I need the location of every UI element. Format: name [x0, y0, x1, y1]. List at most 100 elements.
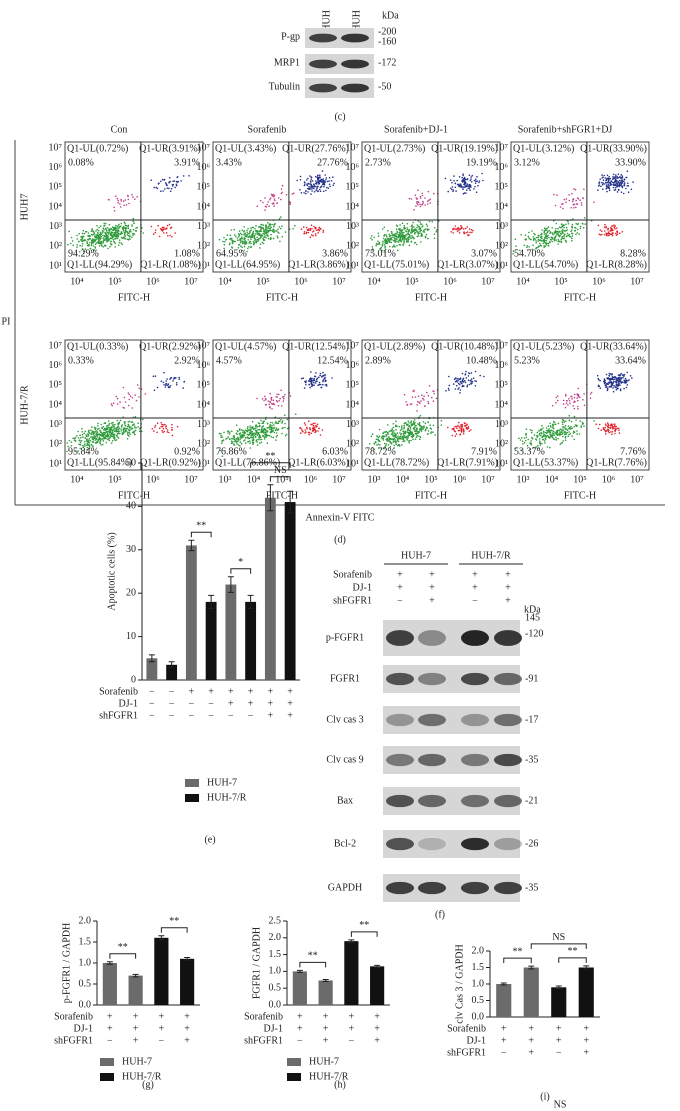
event-dot	[564, 426, 566, 428]
event-dot	[410, 404, 412, 406]
condition-sign: −	[208, 710, 214, 721]
significance-label: **	[169, 916, 179, 927]
event-dot	[622, 187, 624, 189]
event-dot	[249, 427, 251, 429]
event-dot	[279, 398, 281, 400]
event-dot	[463, 385, 465, 387]
condition-label: Sorafenib	[333, 569, 372, 580]
event-dot	[254, 434, 256, 436]
event-dot	[128, 392, 130, 394]
event-dot	[241, 234, 243, 236]
event-dot	[525, 434, 527, 436]
event-dot	[252, 434, 254, 436]
blot-band	[461, 673, 489, 685]
event-dot	[453, 383, 455, 385]
event-dot	[315, 235, 317, 237]
event-dot	[273, 238, 275, 240]
quadrant-value: 6.03%	[322, 446, 348, 457]
event-dot	[382, 242, 384, 244]
quadrant-value: 12.54%	[317, 355, 348, 366]
event-dot	[476, 180, 478, 182]
event-dot	[399, 445, 401, 447]
event-dot	[71, 237, 73, 239]
event-dot	[617, 177, 619, 179]
event-dot	[119, 203, 121, 205]
event-dot	[121, 223, 123, 225]
event-dot	[613, 224, 615, 226]
event-dot	[614, 423, 616, 425]
event-dot	[411, 436, 413, 438]
event-dot	[155, 187, 157, 189]
event-dot	[333, 183, 335, 185]
event-dot	[427, 228, 429, 230]
event-dot	[383, 238, 385, 240]
event-dot	[323, 191, 325, 193]
event-dot	[169, 177, 171, 179]
event-dot	[465, 186, 467, 188]
event-dot	[563, 225, 565, 227]
event-dot	[376, 438, 378, 440]
event-dot	[378, 440, 380, 442]
event-dot	[243, 226, 245, 228]
event-dot	[300, 176, 302, 178]
event-dot	[561, 433, 563, 435]
event-dot	[326, 187, 328, 189]
event-dot	[89, 242, 91, 244]
event-dot	[252, 236, 254, 238]
event-dot	[468, 426, 470, 428]
event-dot	[83, 230, 85, 232]
event-dot	[609, 375, 611, 377]
event-dot	[389, 234, 391, 236]
event-dot	[314, 422, 316, 424]
event-dot	[269, 407, 271, 409]
event-dot	[458, 422, 460, 424]
event-dot	[531, 437, 533, 439]
event-dot	[608, 176, 610, 178]
group-label: HUH-7	[401, 550, 431, 561]
event-dot	[422, 398, 424, 400]
event-dot	[256, 237, 258, 239]
event-dot	[472, 175, 474, 177]
event-dot	[564, 434, 566, 436]
event-dot	[572, 199, 574, 201]
x-tick-label: 10⁷	[184, 276, 198, 287]
event-dot	[464, 182, 466, 184]
event-dot	[234, 241, 236, 243]
event-dot	[420, 400, 422, 402]
event-dot	[142, 419, 144, 421]
event-dot	[553, 428, 555, 430]
quadrant-value: 5.23%	[514, 355, 540, 366]
event-dot	[133, 423, 135, 425]
event-dot	[310, 230, 312, 232]
event-dot	[612, 225, 614, 227]
event-dot	[392, 441, 394, 443]
event-dot	[233, 437, 235, 439]
event-dot	[562, 436, 564, 438]
event-dot	[97, 423, 99, 425]
event-dot	[119, 401, 121, 403]
event-dot	[599, 181, 601, 183]
event-dot	[470, 180, 472, 182]
event-dot	[93, 245, 95, 247]
event-dot	[103, 239, 105, 241]
x-tick-label: 10⁶	[592, 276, 606, 287]
event-dot	[263, 229, 265, 231]
significance-bracket	[504, 958, 532, 963]
event-dot	[275, 430, 277, 432]
event-dot	[310, 228, 312, 230]
event-dot	[408, 442, 410, 444]
event-dot	[287, 428, 289, 430]
event-dot	[119, 242, 121, 244]
y-tick-label: 10⁵	[346, 380, 360, 391]
event-dot	[258, 432, 260, 434]
event-dot	[562, 440, 564, 442]
event-dot	[241, 429, 243, 431]
event-dot	[89, 438, 91, 440]
blot-label: Tubulin	[269, 81, 300, 92]
event-dot	[382, 241, 384, 243]
x-tick-label: 10⁴	[247, 474, 261, 485]
event-dot	[102, 433, 104, 435]
event-dot	[550, 426, 552, 428]
event-dot	[457, 380, 459, 382]
event-dot	[544, 238, 546, 240]
